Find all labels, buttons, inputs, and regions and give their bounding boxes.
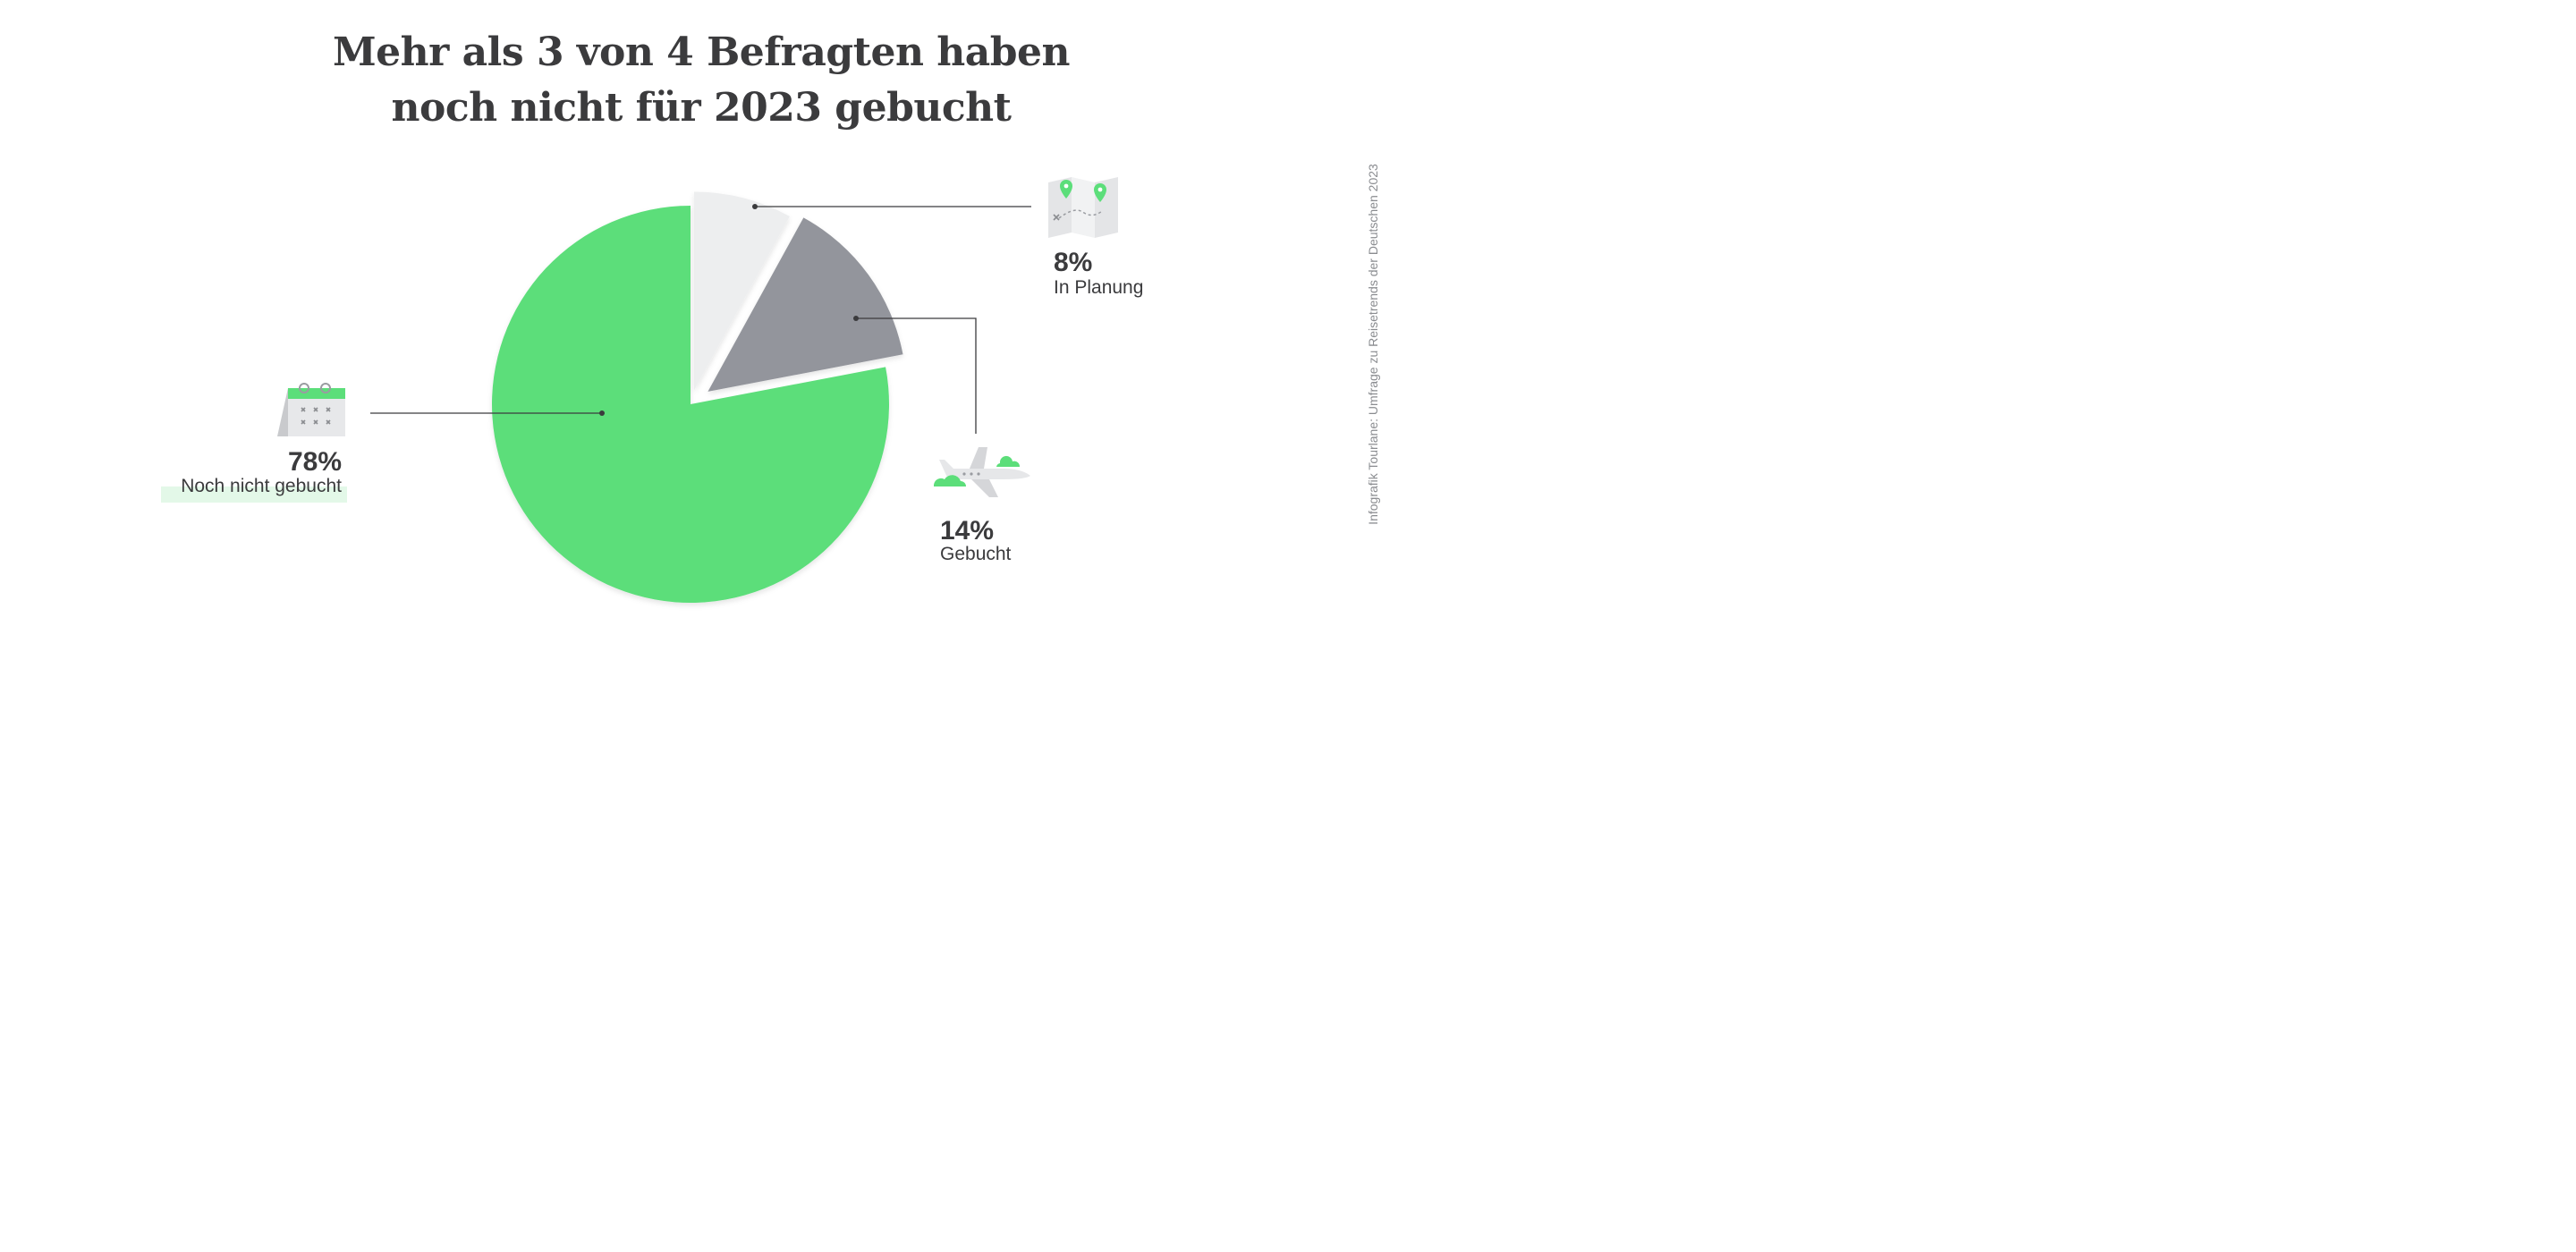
airplane-icon bbox=[934, 447, 1030, 497]
value-label-gebucht: 14% bbox=[940, 516, 994, 546]
chart-title: Mehr als 3 von 4 Befragten haben noch ni… bbox=[0, 25, 1402, 136]
map-icon bbox=[1048, 177, 1118, 238]
pie-slice-gebucht bbox=[708, 217, 903, 392]
leader-dot-in-planung bbox=[752, 204, 758, 209]
pie-slice-in-planung bbox=[693, 191, 790, 391]
chart-title-line-2: noch nicht für 2023 gebucht bbox=[391, 85, 1012, 131]
leader-dots bbox=[599, 204, 859, 416]
leader-dot-noch-nicht bbox=[599, 410, 605, 416]
slice-label-gebucht: Gebucht bbox=[940, 544, 1012, 564]
label-highlight-noch-nicht bbox=[161, 486, 347, 503]
calendar-icon bbox=[277, 383, 345, 436]
value-label-in-planung: 8% bbox=[1054, 248, 1092, 277]
source-note: Infografik Tourlane: Umfrage zu Reisetre… bbox=[1366, 164, 1380, 525]
pie-slice-noch-nicht bbox=[491, 206, 889, 603]
chart-title-line-1: Mehr als 3 von 4 Befragten haben bbox=[332, 30, 1071, 75]
value-label-noch-nicht: 78% bbox=[288, 447, 342, 477]
leader-lines bbox=[370, 206, 1031, 434]
leader-line-gebucht bbox=[856, 317, 977, 434]
leader-dot-gebucht bbox=[853, 316, 859, 321]
pie-slices bbox=[491, 191, 903, 603]
pie-chart: 8% In Planung 14% Gebucht 78% Noch nicht… bbox=[161, 164, 1380, 603]
slice-label-noch-nicht: Noch nicht gebucht bbox=[181, 476, 342, 496]
slice-label-in-planung: In Planung bbox=[1054, 277, 1143, 298]
